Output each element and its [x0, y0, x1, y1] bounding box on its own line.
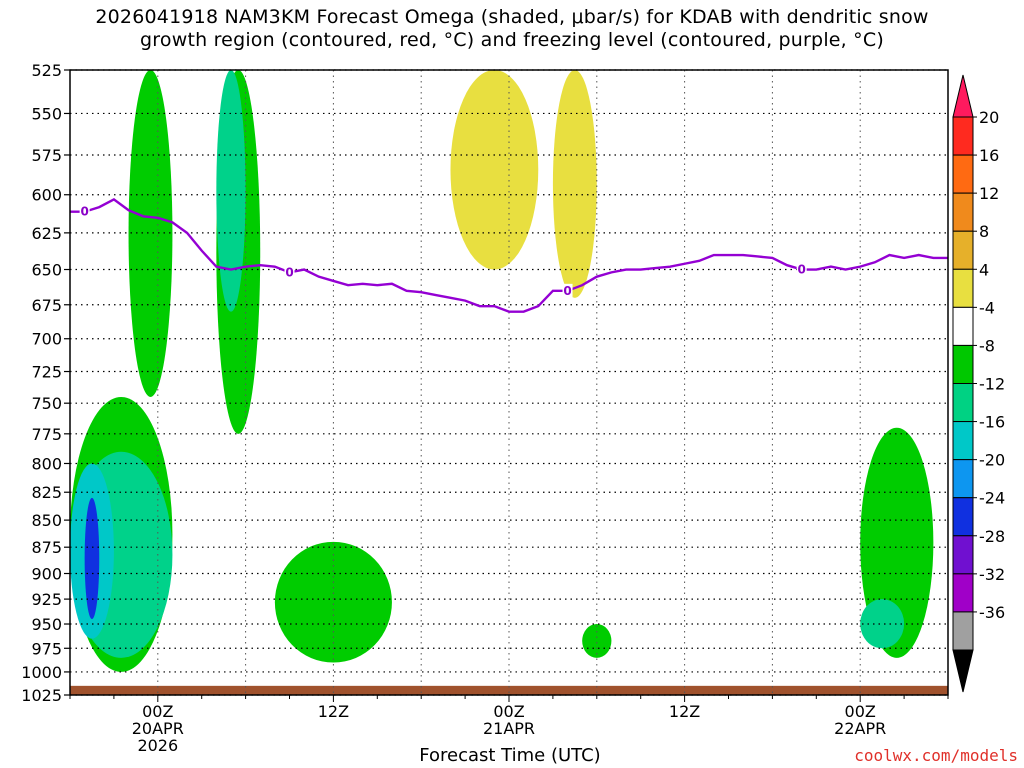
x-tick-label: 20APR — [132, 719, 184, 738]
x-tick-label: 2026 — [137, 736, 178, 755]
x-tick-label: 22APR — [834, 719, 886, 738]
y-tick-label: 575 — [31, 146, 62, 165]
y-tick-label: 750 — [31, 394, 62, 413]
y-tick-label: 975 — [31, 639, 62, 658]
y-axis: 525 550 575 600 625 650 675 700 725 750 775 800 825 8… — [21, 61, 70, 705]
shaded-region — [582, 624, 612, 658]
y-tick-label: 625 — [31, 224, 62, 243]
y-tick-label: 1000 — [21, 663, 62, 682]
colorbar-box — [952, 497, 974, 537]
colorbar-label: -16 — [979, 413, 1005, 432]
colorbar-box — [952, 268, 974, 308]
colorbar-label: 12 — [979, 184, 999, 203]
contour-label-bg — [796, 262, 807, 277]
colorbar-label: -24 — [979, 489, 1005, 508]
y-tick-label: 950 — [31, 615, 62, 634]
colorbar-bottom-arrow — [952, 649, 974, 693]
colorbar: 20 16 12 8 4 -4 -8 -12 -16 -20 -24 -28 -32 -36 — [952, 74, 1005, 693]
y-tick-label: 650 — [31, 261, 62, 280]
contour-label-bg — [562, 283, 573, 298]
y-tick-label: 875 — [31, 538, 62, 557]
y-tick-label: 1025 — [21, 686, 62, 705]
chart-title: 2026041918 NAM3KM Forecast Omega (shaded… — [0, 6, 1024, 52]
title-line-1: 2026041918 NAM3KM Forecast Omega (shaded… — [95, 6, 929, 28]
shaded-region — [84, 497, 100, 620]
x-tick-label: 00Z — [142, 702, 173, 721]
y-tick-label: 600 — [31, 186, 62, 205]
x-tick-label: 12Z — [318, 702, 349, 721]
y-tick-label: 825 — [31, 483, 62, 502]
shaded-region — [450, 70, 539, 270]
shaded-region — [128, 70, 173, 397]
x-axis-label: Forecast Time (UTC) — [419, 745, 601, 766]
y-tick-label: 800 — [31, 454, 62, 473]
colorbar-label: 16 — [979, 146, 999, 165]
y-tick-label: 675 — [31, 296, 62, 315]
contour-label: 0 — [285, 265, 293, 279]
y-tick-label: 850 — [31, 511, 62, 530]
y-tick-label: 725 — [31, 363, 62, 382]
colorbar-box — [952, 383, 974, 423]
colorbar-label: -12 — [979, 375, 1005, 394]
y-tick-label: 550 — [31, 104, 62, 123]
colorbar-box — [952, 116, 974, 156]
y-tick-label: 900 — [31, 565, 62, 584]
shaded-region — [274, 541, 392, 663]
colorbar-box — [952, 192, 974, 232]
y-tick-label: 525 — [31, 61, 62, 80]
colorbar-label: -32 — [979, 565, 1005, 584]
x-tick-label: 21APR — [483, 719, 535, 738]
credit-text: coolwx.com/models — [854, 746, 1018, 765]
colorbar-label: -8 — [979, 336, 995, 355]
omega-shading — [70, 70, 948, 695]
contour-label-bg — [79, 204, 90, 219]
x-tick-label: 00Z — [845, 702, 876, 721]
colorbar-label: 4 — [979, 260, 989, 279]
title-line-2: growth region (contoured, red, °C) and f… — [140, 29, 884, 51]
contour-label-bg — [284, 265, 295, 280]
gridlines — [70, 69, 949, 696]
colorbar-label: 8 — [979, 222, 989, 241]
colorbar-label: -36 — [979, 603, 1005, 622]
y-tick-label: 925 — [31, 590, 62, 609]
colorbar-label: -20 — [979, 451, 1005, 470]
colorbar-box — [952, 344, 974, 384]
colorbar-box — [952, 230, 974, 270]
y-tick-label: 775 — [31, 425, 62, 444]
colorbar-label: -4 — [979, 298, 995, 317]
colorbar-label: -28 — [979, 527, 1005, 546]
colorbar-box — [952, 535, 974, 575]
shaded-region — [216, 70, 246, 312]
contour-label: 0 — [80, 205, 88, 219]
x-tick-label: 00Z — [493, 702, 524, 721]
colorbar-box — [952, 154, 974, 194]
colorbar-box — [952, 421, 974, 461]
colorbar-label: 20 — [979, 108, 999, 127]
freezing-level-contour: 0 0 0 0 — [70, 197, 948, 313]
shaded-region — [552, 70, 597, 298]
x-tick-label: 12Z — [669, 702, 700, 721]
shaded-region — [860, 599, 905, 649]
colorbar-top-arrow — [952, 74, 974, 118]
colorbar-box — [952, 611, 974, 651]
colorbar-box — [952, 459, 974, 499]
contour-label: 0 — [797, 263, 805, 277]
terrain-strip — [70, 685, 948, 695]
colorbar-box — [952, 306, 974, 346]
y-tick-label: 700 — [31, 330, 62, 349]
colorbar-box — [952, 573, 974, 613]
contour-label: 0 — [563, 284, 571, 298]
